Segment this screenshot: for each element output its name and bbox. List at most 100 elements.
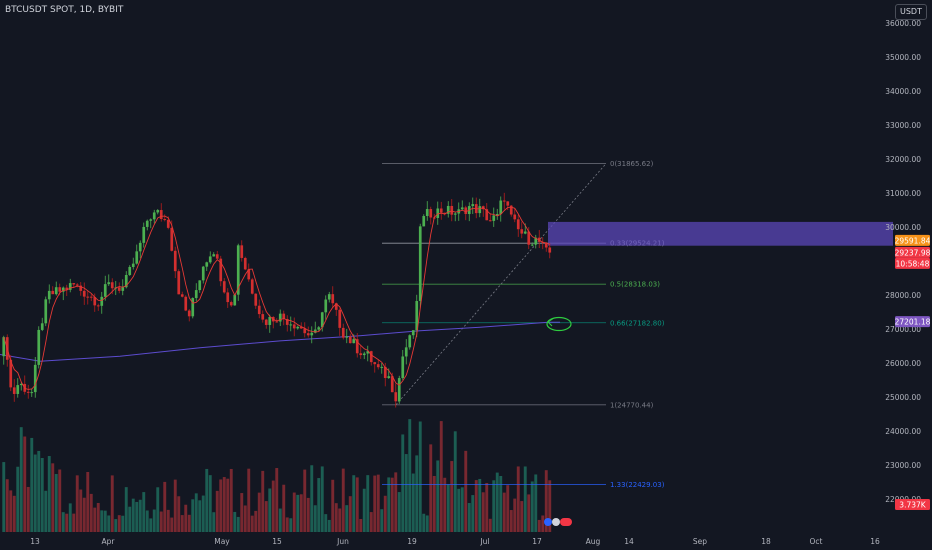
y-tick-label: 26000.00 — [885, 359, 921, 368]
volume-bar — [436, 460, 440, 532]
candle-body — [453, 213, 457, 215]
candle-body — [177, 271, 181, 295]
candle-body — [159, 210, 163, 220]
x-tick-label: 18 — [761, 537, 771, 546]
event-icon[interactable] — [544, 518, 552, 526]
candle-body — [327, 294, 331, 300]
candle-body — [135, 251, 139, 264]
volume-bar — [443, 477, 447, 532]
candle-body — [334, 303, 338, 310]
volume-bar — [26, 486, 30, 532]
candle-body — [275, 321, 279, 323]
candle-body — [54, 287, 58, 295]
candle-body — [12, 387, 16, 394]
volume-bar — [467, 503, 471, 532]
candle-body — [219, 258, 223, 282]
volume-bar — [306, 497, 310, 532]
volume-bar — [334, 503, 338, 532]
volume-bar — [390, 477, 394, 532]
time-axis[interactable]: 13 Apr May 15 Jun 19 Jul 17 Aug 14 Sep 18 Oct 16 — [30, 537, 880, 546]
candle-body — [121, 287, 125, 291]
volume-bar — [502, 492, 506, 532]
candle-body — [345, 336, 349, 338]
currency-button[interactable]: USDT — [895, 4, 927, 20]
volume-bar — [296, 494, 300, 532]
volume-bar — [516, 466, 520, 532]
volume-bar — [180, 515, 184, 532]
volume-bar — [285, 517, 289, 532]
volume-bars — [2, 419, 552, 532]
volume-bar — [474, 480, 478, 532]
volume-bar — [61, 512, 65, 532]
candle-body — [26, 391, 30, 393]
long-ma-line — [0, 321, 560, 362]
candle-body — [250, 279, 254, 294]
volume-bar — [131, 498, 135, 532]
fib-level-label: 1.33(22429.03) — [610, 481, 665, 489]
candle-body — [499, 200, 503, 215]
x-tick-label: Jun — [336, 537, 349, 546]
candle-body — [422, 216, 426, 227]
candle-body — [233, 294, 237, 306]
volume-bar — [366, 475, 370, 532]
y-tick-label: 28000.00 — [885, 291, 921, 300]
volume-bar — [460, 487, 464, 532]
candle-body — [107, 282, 111, 285]
volume-bar — [205, 468, 209, 532]
candle-body — [212, 254, 216, 257]
volume-bar — [359, 518, 363, 532]
volume-bar — [219, 479, 223, 532]
candle-body — [478, 206, 482, 214]
candle-body — [348, 336, 352, 344]
volume-bar — [425, 515, 429, 532]
volume-bar — [278, 508, 282, 532]
candle-body — [205, 262, 209, 267]
volume-bar — [114, 519, 118, 532]
candle-body — [303, 328, 307, 334]
volume-bar — [481, 492, 485, 532]
volume-bar — [527, 494, 531, 532]
candle-body — [229, 302, 233, 306]
volume-bar — [19, 427, 23, 532]
volume-bar — [369, 512, 373, 532]
volume-bar — [261, 470, 265, 532]
fib-level-label: 0.5(28318.03) — [610, 281, 660, 289]
volume-bar — [292, 492, 296, 532]
volume-bar — [33, 454, 37, 532]
volume-bar — [383, 495, 387, 532]
y-tick-label: 33000.00 — [885, 121, 921, 130]
candle-body — [33, 364, 37, 393]
candle-body — [397, 378, 401, 402]
y-tick-label: 25000.00 — [885, 393, 921, 402]
volume-bar — [471, 495, 475, 532]
candle-body — [194, 290, 198, 299]
volume-bar — [58, 469, 62, 532]
fib-level-label: 1(24770.44) — [610, 401, 654, 409]
candle-body — [254, 293, 258, 306]
candle-body — [82, 290, 86, 297]
flag-icon[interactable] — [552, 518, 560, 526]
volume-bar — [450, 461, 454, 532]
candle-body — [75, 284, 79, 286]
volume-bar — [331, 479, 335, 532]
volume-bar — [247, 468, 251, 532]
x-tick-label: 19 — [407, 537, 417, 546]
candle-body — [352, 339, 356, 344]
y-tick-label: 35000.00 — [885, 53, 921, 62]
volume-bar — [82, 497, 86, 532]
symbol-title[interactable]: BTCUSDT SPOT, 1D, BYBIT — [5, 5, 124, 15]
events-badge[interactable] — [560, 518, 572, 526]
candle-body — [187, 310, 191, 317]
candle-body — [509, 205, 513, 215]
candle-body — [191, 298, 195, 317]
candle-body — [530, 244, 534, 246]
volume-bar — [149, 518, 153, 532]
candle-body — [9, 359, 13, 388]
candle-body — [527, 231, 531, 245]
candle-body — [285, 319, 289, 325]
candle-body — [264, 319, 268, 325]
volume-bar — [446, 484, 450, 532]
volume-bar — [509, 510, 513, 532]
candle-body — [317, 327, 321, 330]
